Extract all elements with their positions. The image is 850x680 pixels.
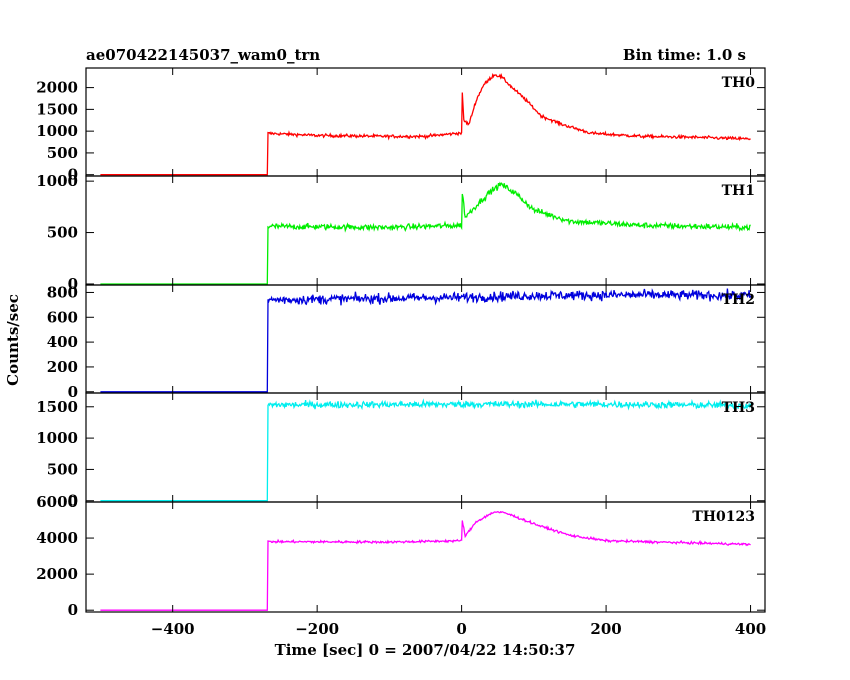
panel-th0123: 0 2000 4000 6000 TH0123 bbox=[36, 493, 766, 619]
panel-group: 0 500 1000 1500 2000 TH0 0 500 1000 TH1 0 200 400 600… bbox=[36, 67, 766, 619]
y-tick-label: 600 bbox=[47, 308, 78, 326]
x-tick-label: 400 bbox=[735, 620, 766, 638]
bin-time-label: Bin time: 1.0 s bbox=[623, 46, 746, 64]
series-line-th2 bbox=[100, 288, 752, 393]
y-tick-label: 1000 bbox=[36, 172, 78, 190]
y-tick-label: 1500 bbox=[36, 398, 78, 416]
y-axis-title: Counts/sec bbox=[4, 294, 22, 386]
x-tick-label: −200 bbox=[295, 620, 339, 638]
y-tick-label: 4000 bbox=[36, 529, 78, 547]
y-tick-label: 1000 bbox=[36, 429, 78, 447]
y-tick-label: 1500 bbox=[36, 100, 78, 118]
panel-label: TH1 bbox=[722, 183, 755, 199]
x-axis-title: Time [sec] 0 = 2007/04/22 14:50:37 bbox=[275, 641, 576, 659]
y-tick-label: 2000 bbox=[36, 79, 78, 97]
panel-frame bbox=[85, 284, 766, 394]
panel-label: TH0 bbox=[722, 75, 756, 91]
panel-th0: 0 500 1000 1500 2000 TH0 bbox=[36, 67, 766, 184]
y-tick-label: 2000 bbox=[36, 565, 78, 583]
figure-title: ae070422145037_wam0_trn bbox=[86, 46, 320, 64]
y-tick-label: 500 bbox=[47, 144, 78, 162]
y-tick-label: 6000 bbox=[36, 493, 78, 511]
panel-th2: 0 200 400 600 800 TH2 bbox=[47, 283, 766, 401]
x-tick-label: 200 bbox=[590, 620, 621, 638]
y-tick-label: 500 bbox=[47, 460, 78, 478]
y-tick-label: 1000 bbox=[36, 122, 78, 140]
x-tick-label: 0 bbox=[456, 620, 466, 638]
y-tick-label: 0 bbox=[68, 383, 78, 401]
y-tick-label: 0 bbox=[68, 492, 78, 510]
panel-frame bbox=[85, 501, 766, 613]
panel-label: TH0123 bbox=[692, 509, 755, 525]
x-tick-label: −400 bbox=[151, 620, 195, 638]
panel-frame bbox=[85, 175, 766, 286]
series-line-th1 bbox=[100, 181, 751, 285]
panel-frame bbox=[85, 392, 766, 503]
y-tick-label: 400 bbox=[47, 333, 78, 351]
series-line-th3 bbox=[100, 398, 752, 502]
y-tick-label: 500 bbox=[47, 224, 78, 242]
series-line-th0123 bbox=[100, 510, 751, 611]
series-line-th0 bbox=[100, 72, 751, 176]
y-tick-label: 0 bbox=[68, 275, 78, 293]
y-tick-label: 800 bbox=[47, 283, 78, 301]
panel-label: TH2 bbox=[722, 292, 755, 308]
panel-th1: 0 500 1000 TH1 bbox=[36, 172, 766, 293]
panel-frame bbox=[85, 67, 766, 177]
x-axis: −400 −200 0 200 400 bbox=[151, 620, 766, 638]
y-tick-label: 200 bbox=[47, 358, 78, 376]
y-tick-label: 0 bbox=[68, 601, 78, 619]
panel-label: TH3 bbox=[722, 400, 755, 416]
panel-th3: 0 500 1000 1500 TH3 bbox=[36, 392, 766, 510]
y-tick-label: 0 bbox=[68, 166, 78, 184]
